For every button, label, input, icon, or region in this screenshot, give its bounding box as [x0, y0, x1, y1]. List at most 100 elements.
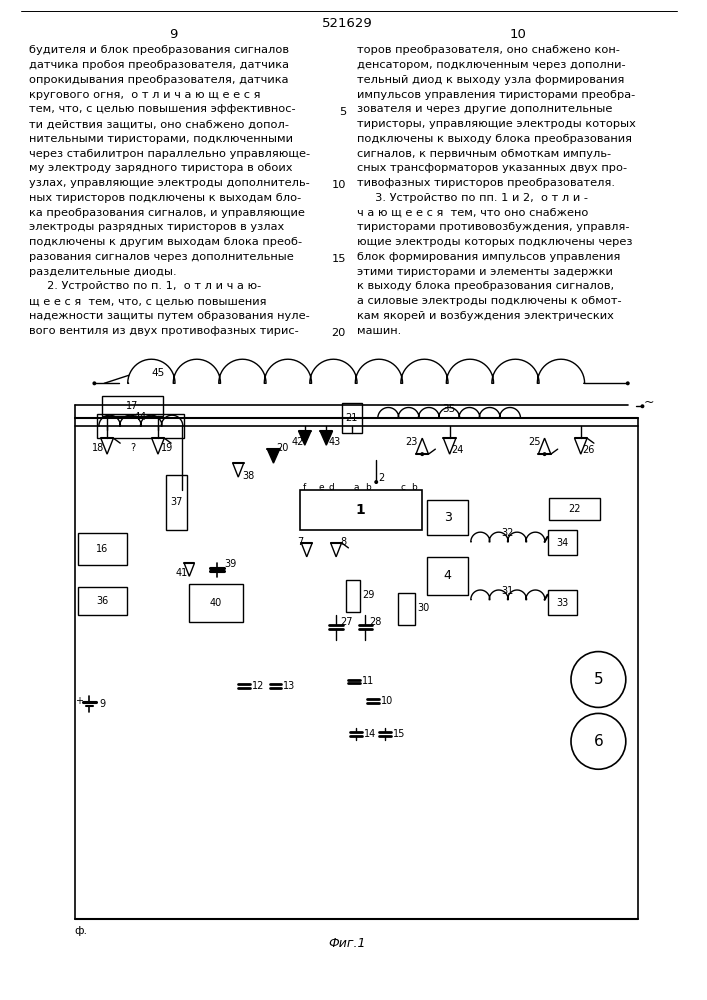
Text: 23: 23	[406, 437, 418, 447]
Text: сных трансформаторов указанных двух про-: сных трансформаторов указанных двух про-	[356, 163, 627, 173]
Bar	[342, 403, 361, 433]
Text: Фиг.1: Фиг.1	[328, 937, 366, 950]
Polygon shape	[538, 438, 551, 454]
Text: ти действия защиты, оно снабжено допол-: ти действия защиты, оно снабжено допол-	[29, 119, 288, 129]
Polygon shape	[185, 563, 194, 576]
Bar	[547, 530, 577, 555]
Text: вого вентиля из двух противофазных тирис-: вого вентиля из двух противофазных тирис…	[29, 326, 298, 336]
Text: ющие электроды которых подключены через: ющие электроды которых подключены через	[356, 237, 632, 247]
Text: 35: 35	[442, 404, 455, 414]
Text: 19: 19	[161, 443, 173, 453]
Text: 1: 1	[356, 503, 366, 517]
Text: электроды разрядных тиристоров в узлах: электроды разрядных тиристоров в узлах	[29, 222, 284, 232]
Polygon shape	[301, 543, 312, 557]
Text: зователя и через другие дополнительные: зователя и через другие дополнительные	[356, 104, 612, 114]
Polygon shape	[267, 449, 280, 463]
Text: блок формирования импульсов управления: блок формирования импульсов управления	[356, 252, 620, 262]
Polygon shape	[152, 438, 164, 454]
Text: 3: 3	[444, 511, 452, 524]
Circle shape	[420, 452, 424, 456]
Text: 6: 6	[593, 734, 603, 749]
Polygon shape	[233, 463, 244, 477]
Text: d: d	[328, 483, 334, 492]
Text: 45: 45	[151, 368, 165, 378]
Text: 31: 31	[501, 586, 513, 596]
Bar	[549, 498, 600, 520]
Text: кругового огня,  о т л и ч а ю щ е е с я: кругового огня, о т л и ч а ю щ е е с я	[29, 90, 260, 100]
Text: 9: 9	[99, 699, 105, 709]
Text: 18: 18	[93, 443, 105, 453]
Text: машин.: машин.	[356, 326, 401, 336]
Text: 15: 15	[393, 729, 405, 739]
Text: ных тиристоров подключены к выходам бло-: ных тиристоров подключены к выходам бло-	[29, 193, 301, 203]
Bar	[346, 580, 360, 612]
Polygon shape	[320, 431, 332, 445]
Bar	[547, 590, 577, 615]
Text: датчика пробоя преобразователя, датчика: датчика пробоя преобразователя, датчика	[29, 60, 288, 70]
Text: 42: 42	[291, 437, 303, 447]
Text: 7: 7	[297, 537, 303, 547]
Bar	[189, 584, 243, 622]
Circle shape	[542, 452, 547, 456]
Text: +: +	[75, 696, 83, 706]
Text: денсатором, подключенным через дополни-: денсатором, подключенным через дополни-	[356, 60, 625, 70]
Text: сигналов, к первичным обмоткам импуль-: сигналов, к первичным обмоткам импуль-	[356, 149, 611, 159]
Text: e: e	[319, 483, 325, 492]
Polygon shape	[101, 438, 113, 454]
Bar	[78, 533, 127, 565]
Text: торов преобразователя, оно снабжено кон-: торов преобразователя, оно снабжено кон-	[356, 45, 619, 55]
Text: будителя и блок преобразования сигналов: будителя и блок преобразования сигналов	[29, 45, 288, 55]
Text: 10: 10	[510, 28, 527, 41]
Text: 38: 38	[243, 471, 255, 481]
Text: 36: 36	[96, 596, 108, 606]
Bar	[427, 557, 468, 595]
Bar	[98, 414, 185, 438]
Text: 29: 29	[363, 590, 375, 600]
Text: 8: 8	[340, 537, 346, 547]
Text: 30: 30	[417, 603, 430, 613]
Circle shape	[374, 480, 378, 484]
Text: 10: 10	[332, 180, 346, 190]
Text: а силовые электроды подключены к обмот-: а силовые электроды подключены к обмот-	[356, 296, 621, 306]
Text: 40: 40	[209, 598, 222, 608]
Text: через стабилитрон параллельно управляюще-: через стабилитрон параллельно управляюще…	[29, 149, 310, 159]
Text: 521629: 521629	[322, 17, 373, 30]
Text: 41: 41	[175, 568, 188, 578]
Circle shape	[641, 404, 644, 408]
Text: ф.: ф.	[75, 926, 88, 936]
Text: b: b	[366, 483, 371, 492]
Text: тиристорами противовозбуждения, управля-: тиристорами противовозбуждения, управля-	[356, 222, 629, 232]
Text: 13: 13	[284, 681, 296, 691]
Text: подключены к другим выходам блока преоб-: подключены к другим выходам блока преоб-	[29, 237, 302, 247]
Text: f: f	[303, 483, 306, 492]
Text: тем, что, с целью повышения эффективнос-: тем, что, с целью повышения эффективнос-	[29, 104, 296, 114]
Text: узлах, управляющие электроды дополнитель-: узлах, управляющие электроды дополнитель…	[29, 178, 310, 188]
Polygon shape	[575, 438, 587, 454]
Text: b: b	[411, 483, 417, 492]
Polygon shape	[298, 431, 311, 445]
Text: 14: 14	[363, 729, 375, 739]
Text: нительными тиристорами, подключенными: нительными тиристорами, подключенными	[29, 134, 293, 144]
Text: му электроду зарядного тиристора в обоих: му электроду зарядного тиристора в обоих	[29, 163, 292, 173]
Text: 4: 4	[444, 569, 452, 582]
Text: 20: 20	[276, 443, 288, 453]
Text: 32: 32	[501, 528, 513, 538]
Text: к выходу блока преобразования сигналов,: к выходу блока преобразования сигналов,	[356, 281, 614, 291]
Text: ?: ?	[130, 443, 135, 453]
Text: тельный диод к выходу узла формирования: тельный диод к выходу узла формирования	[356, 75, 624, 85]
Text: 20: 20	[332, 328, 346, 338]
Text: 2: 2	[378, 473, 385, 483]
Text: 10: 10	[381, 696, 393, 706]
Text: тивофазных тиристоров преобразователя.: тивофазных тиристоров преобразователя.	[356, 178, 614, 188]
Text: 22: 22	[568, 504, 581, 514]
Text: ~: ~	[643, 396, 654, 409]
Text: 11: 11	[361, 676, 374, 686]
Text: 15: 15	[332, 254, 346, 264]
Bar	[166, 475, 187, 530]
Text: щ е е с я  тем, что, с целью повышения: щ е е с я тем, что, с целью повышения	[29, 296, 267, 306]
Text: 2. Устройство по п. 1,  о т л и ч а ю-: 2. Устройство по п. 1, о т л и ч а ю-	[29, 281, 261, 291]
Text: 39: 39	[225, 559, 237, 569]
Text: 21: 21	[346, 413, 358, 423]
Text: 16: 16	[96, 544, 108, 554]
Text: ка преобразования сигналов, и управляющие: ка преобразования сигналов, и управляющи…	[29, 208, 305, 218]
